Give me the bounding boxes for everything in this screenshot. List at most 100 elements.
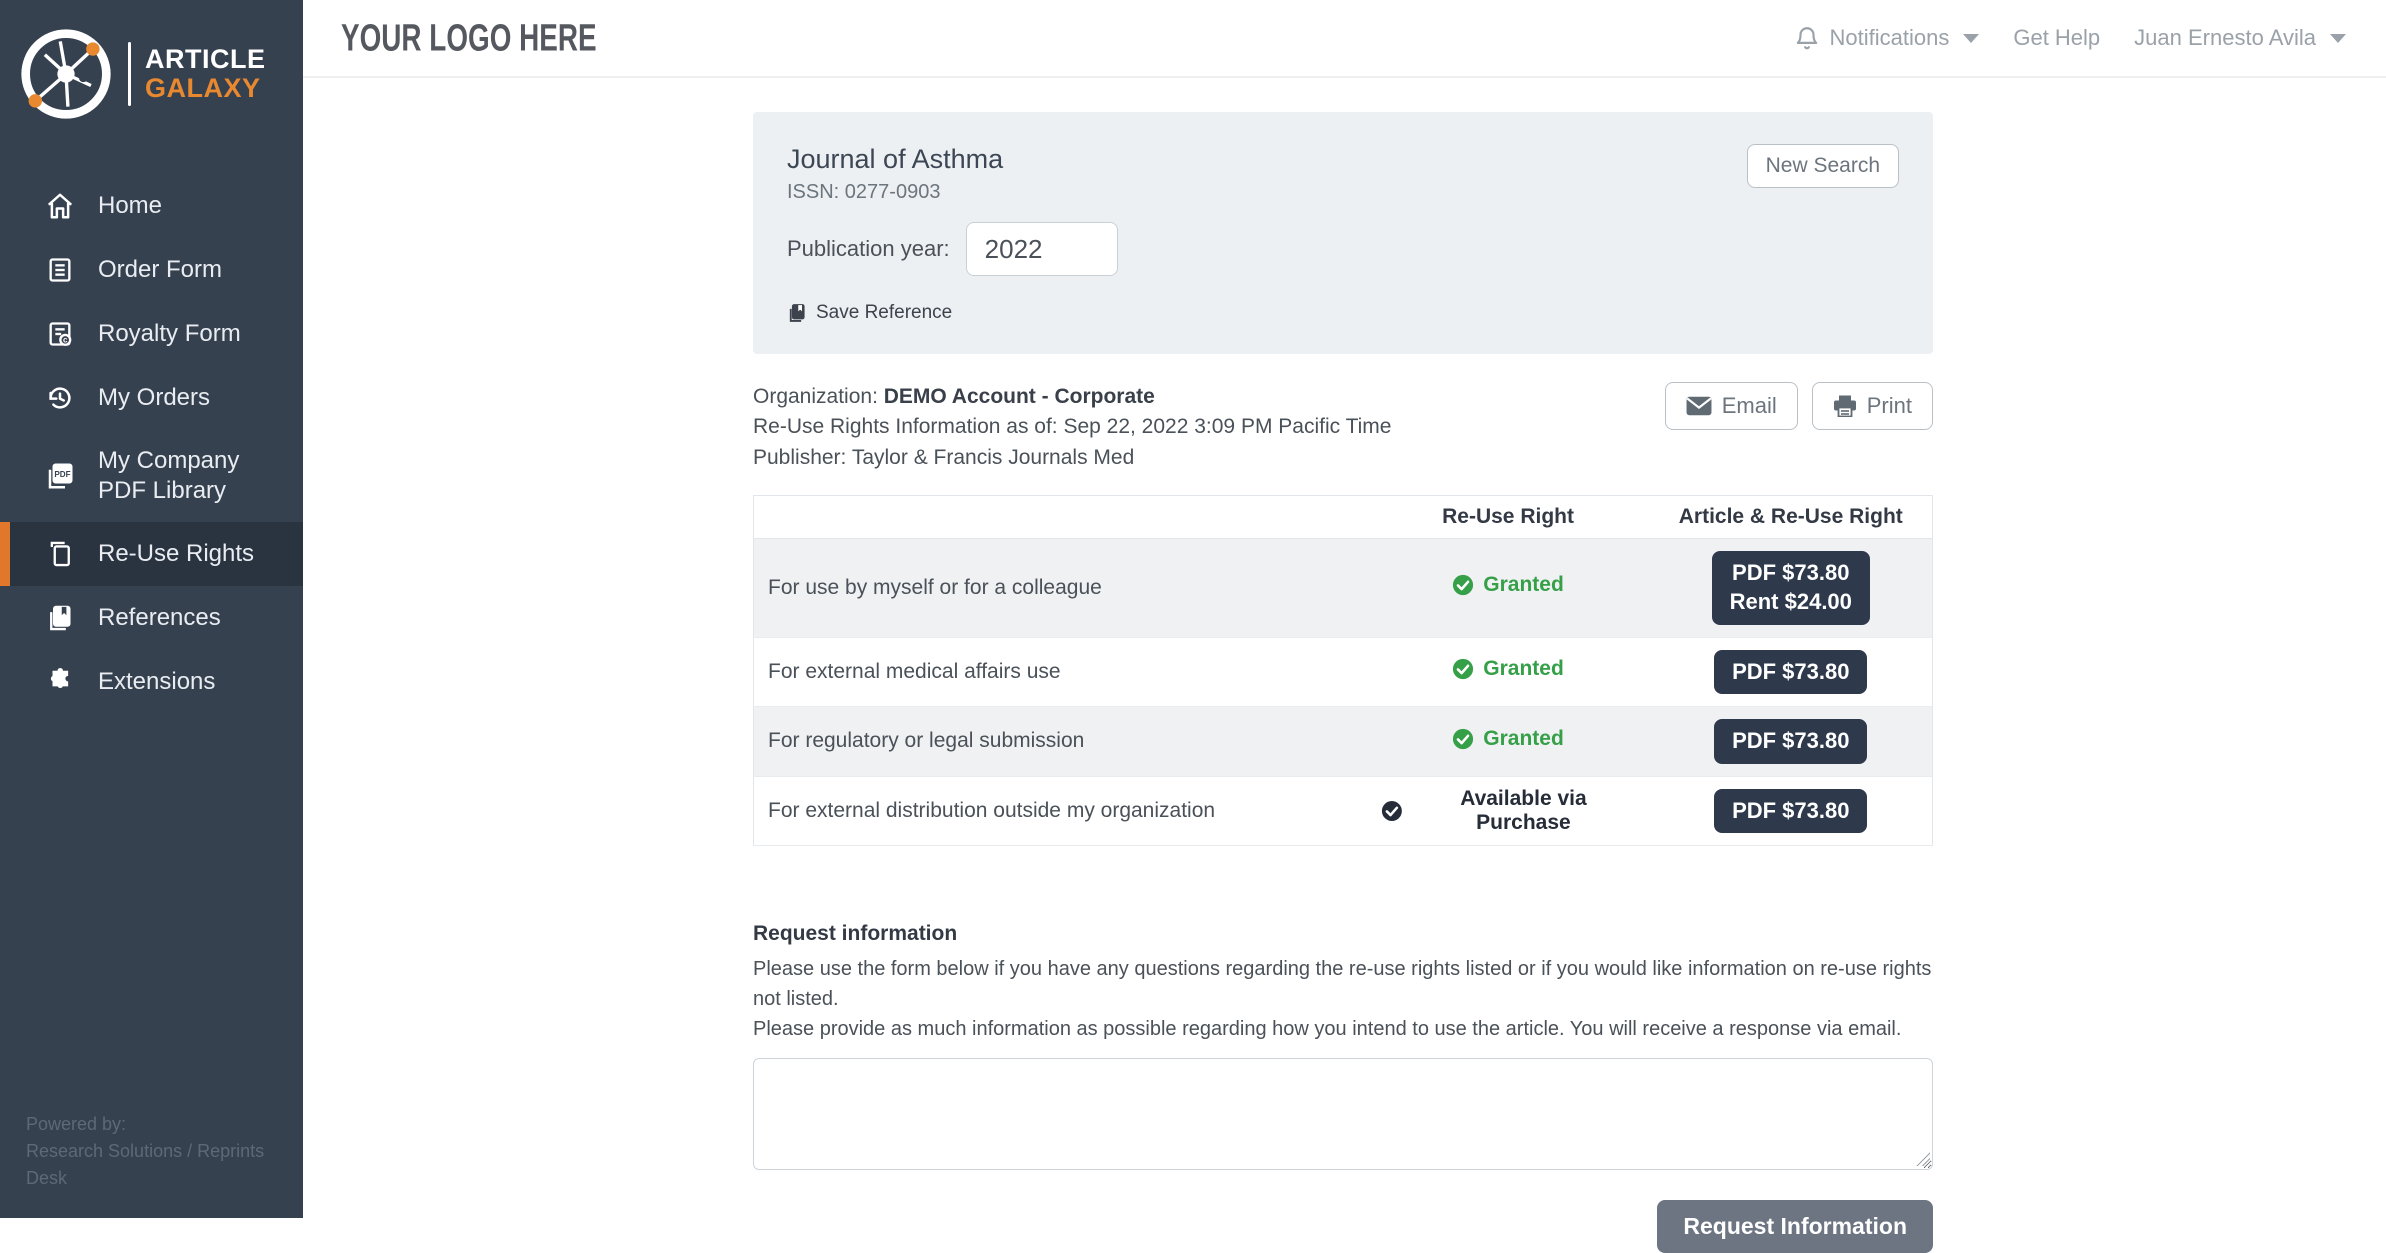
journal-card: Journal of Asthma ISSN: 0277-0903 Public… — [753, 112, 1933, 354]
sidebar-item-pdf-library[interactable]: PDF My Company PDF Library — [0, 430, 303, 522]
status-badge: Granted — [1452, 657, 1564, 681]
use-case-cell: For external medical affairs use — [753, 637, 1367, 708]
organization-line: Organization: DEMO Account - Corporate — [753, 385, 1155, 408]
sidebar-item-label: My Orders — [98, 384, 211, 411]
request-information-description: Please use the form below if you have an… — [753, 958, 1932, 1041]
history-icon — [44, 382, 76, 414]
notifications-menu[interactable]: Notifications — [1794, 24, 1980, 52]
sidebar-item-label: References — [98, 604, 221, 631]
print-icon — [1833, 395, 1856, 417]
powered-by-label: Powered by: — [26, 1114, 127, 1134]
svg-text:c: c — [63, 336, 68, 345]
sidebar-item-label: Re-Use Rights — [98, 540, 255, 567]
sidebar: ARTICLE GALAXY Home Order Form c — [0, 0, 303, 1218]
home-icon — [44, 190, 76, 222]
table-row: For use by myself or for a colleague Gra… — [753, 538, 1933, 638]
bell-icon — [1796, 27, 1817, 50]
table-row: For regulatory or legal submission Grant… — [753, 706, 1933, 777]
sidebar-footer: Powered by: Research Solutions / Reprint… — [26, 1111, 303, 1192]
publication-year-label: Publication year: — [787, 236, 950, 261]
sidebar-item-reuse-rights[interactable]: Re-Use Rights — [0, 522, 303, 586]
sidebar-item-my-orders[interactable]: My Orders — [0, 366, 303, 430]
sidebar-item-label: Royalty Form — [98, 320, 241, 347]
get-help-link[interactable]: Get Help — [2013, 25, 2100, 51]
sidebar-item-label: My Company PDF Library — [98, 447, 240, 504]
sidebar-item-label: Order Form — [98, 256, 223, 283]
purchase-pdf-button[interactable]: PDF $73.80 — [1714, 788, 1868, 834]
chevron-down-icon — [2330, 33, 2346, 43]
sidebar-item-home[interactable]: Home — [0, 174, 303, 238]
sidebar-item-references[interactable]: References — [0, 586, 303, 650]
publication-year-row: Publication year: — [787, 222, 1118, 276]
brand-divider — [128, 42, 131, 106]
publication-year-input[interactable] — [965, 222, 1118, 276]
sidebar-item-royalty-form[interactable]: c Royalty Form — [0, 302, 303, 366]
user-menu[interactable]: Juan Ernesto Avila — [2134, 25, 2346, 51]
as-of-line: Re-Use Rights Information as of: Sep 22,… — [753, 415, 1392, 439]
rights-info-lines: Organization: DEMO Account - Corporate R… — [753, 382, 1391, 473]
table-header-row: Re-Use Right Article & Re-Use Right — [753, 495, 1933, 540]
customer-logo-placeholder: YOUR LOGO HERE — [341, 16, 597, 59]
sidebar-item-order-form[interactable]: Order Form — [0, 238, 303, 302]
sidebar-item-extensions[interactable]: Extensions — [0, 650, 303, 714]
table-row: For external distribution outside my org… — [753, 776, 1933, 847]
powered-by-company: Research Solutions / Reprints Desk — [26, 1141, 265, 1188]
get-help-label: Get Help — [2013, 25, 2101, 50]
request-information-title: Request information — [753, 922, 958, 946]
rights-info-block: Organization: DEMO Account - Corporate R… — [753, 382, 1933, 473]
request-information-button[interactable]: Request Information — [1657, 1200, 1933, 1253]
sidebar-nav: Home Order Form c Royalty Form My Orders — [0, 174, 303, 714]
status-badge: Available via Purchase — [1381, 787, 1636, 835]
email-button[interactable]: Email — [1664, 382, 1798, 430]
print-button[interactable]: Print — [1811, 382, 1933, 430]
content-area: Journal of Asthma ISSN: 0277-0903 Public… — [753, 78, 1933, 1253]
granted-check-icon — [1453, 575, 1474, 596]
copy-icon — [44, 538, 76, 570]
brand-line1: ARTICLE — [145, 43, 266, 74]
journal-issn: ISSN: 0277-0903 — [787, 181, 941, 203]
request-textarea-wrap — [753, 1058, 1933, 1171]
use-case-cell: For external distribution outside my org… — [753, 776, 1367, 847]
request-information-section: Request information Please use the form … — [753, 922, 1933, 1253]
topbar-right: Notifications Get Help Juan Ernesto Avil… — [1794, 24, 2346, 52]
sidebar-item-label: Home — [98, 192, 163, 219]
svg-text:PDF: PDF — [54, 470, 70, 479]
purchase-pdf-rent-button[interactable]: PDF $73.80 Rent $24.00 — [1711, 551, 1870, 625]
order-form-icon — [44, 254, 76, 286]
purchase-pdf-button[interactable]: PDF $73.80 — [1714, 649, 1868, 695]
brand-text: ARTICLE GALAXY — [145, 43, 266, 103]
book-icon — [44, 602, 76, 634]
pdf-library-icon: PDF — [44, 460, 76, 492]
email-print-actions: Email Print — [1664, 382, 1933, 430]
brand: ARTICLE GALAXY — [0, 0, 303, 152]
puzzle-icon — [44, 666, 76, 698]
royalty-form-icon: c — [44, 318, 76, 350]
notifications-label: Notifications — [1829, 25, 1950, 50]
use-case-cell: For use by myself or for a colleague — [753, 538, 1367, 638]
purchase-check-icon — [1381, 801, 1402, 821]
granted-check-icon — [1453, 659, 1474, 680]
save-reference-icon — [789, 304, 805, 322]
new-search-button[interactable]: New Search — [1746, 144, 1899, 188]
article-galaxy-logo-icon — [21, 29, 111, 119]
col-header-use-case — [753, 495, 1367, 540]
col-header-article-reuse-right: Article & Re-Use Right — [1649, 495, 1933, 540]
email-icon — [1686, 396, 1712, 416]
journal-title: Journal of Asthma — [787, 144, 1004, 174]
granted-check-icon — [1453, 728, 1474, 749]
save-reference-label: Save Reference — [816, 302, 953, 323]
request-submit-row: Request Information — [753, 1200, 1933, 1253]
organization-value: DEMO Account - Corporate — [883, 385, 1155, 408]
brand-line2: GALAXY — [145, 73, 261, 103]
request-information-textarea[interactable] — [753, 1058, 1933, 1171]
status-badge: Granted — [1452, 573, 1564, 597]
status-badge: Granted — [1452, 727, 1564, 751]
col-header-reuse-right: Re-Use Right — [1366, 495, 1650, 540]
user-name: Juan Ernesto Avila — [2134, 25, 2316, 50]
top-bar: YOUR LOGO HERE Notifications Get Help Ju… — [303, 0, 2386, 78]
save-reference-link[interactable]: Save Reference — [787, 302, 1118, 324]
use-case-cell: For regulatory or legal submission — [753, 706, 1367, 777]
purchase-pdf-button[interactable]: PDF $73.80 — [1714, 719, 1868, 764]
chevron-down-icon — [1963, 33, 1980, 43]
